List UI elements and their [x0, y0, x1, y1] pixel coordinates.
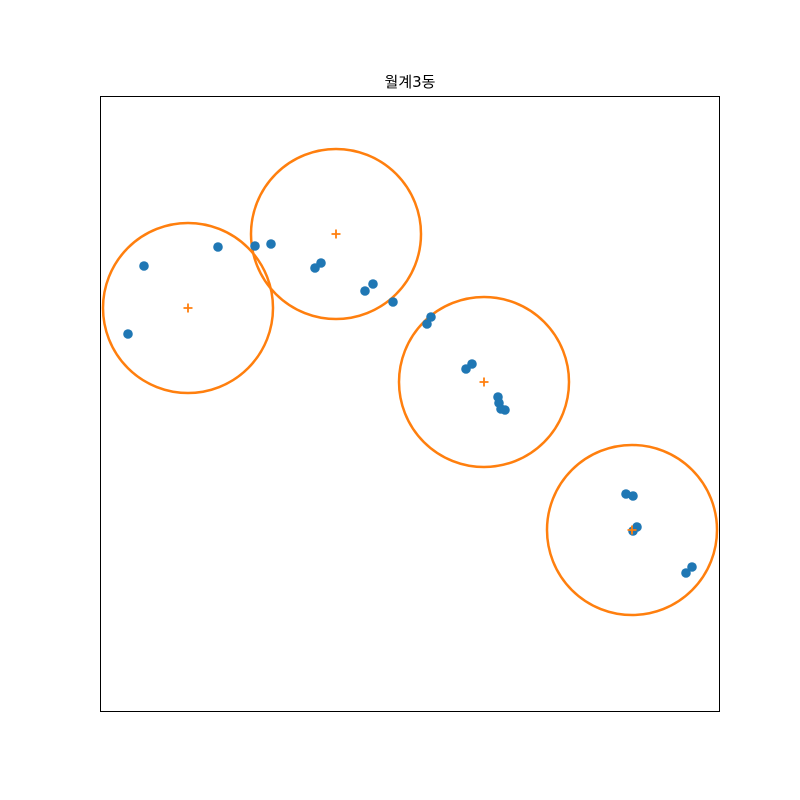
cluster-circle-1 — [101, 221, 275, 395]
cluster-circle-4 — [545, 443, 719, 617]
data-point-9 — [368, 279, 378, 289]
data-point-11 — [422, 319, 432, 329]
data-point-7 — [316, 258, 326, 268]
center-marker-3 — [479, 377, 489, 387]
cluster-circle-3 — [397, 295, 571, 469]
data-point-1 — [123, 329, 133, 339]
cluster-circle-2 — [249, 147, 423, 321]
data-point-8 — [360, 286, 370, 296]
data-points — [123, 239, 697, 578]
data-point-2 — [139, 261, 149, 271]
data-point-3 — [213, 242, 223, 252]
data-point-12 — [426, 312, 436, 322]
data-point-20 — [628, 491, 638, 501]
center-marker-2 — [331, 229, 341, 239]
data-point-5 — [266, 239, 276, 249]
cluster-centers — [183, 229, 637, 535]
data-point-24 — [687, 562, 697, 572]
chart-title: 월계3동 — [384, 73, 436, 91]
center-marker-1 — [183, 303, 193, 313]
data-point-14 — [467, 359, 477, 369]
data-point-10 — [388, 297, 398, 307]
data-point-18 — [500, 405, 510, 415]
cluster-circles — [101, 147, 719, 617]
center-marker-4 — [627, 525, 637, 535]
plot-frame — [100, 96, 720, 712]
data-point-4 — [250, 241, 260, 251]
data-point-23 — [681, 568, 691, 578]
